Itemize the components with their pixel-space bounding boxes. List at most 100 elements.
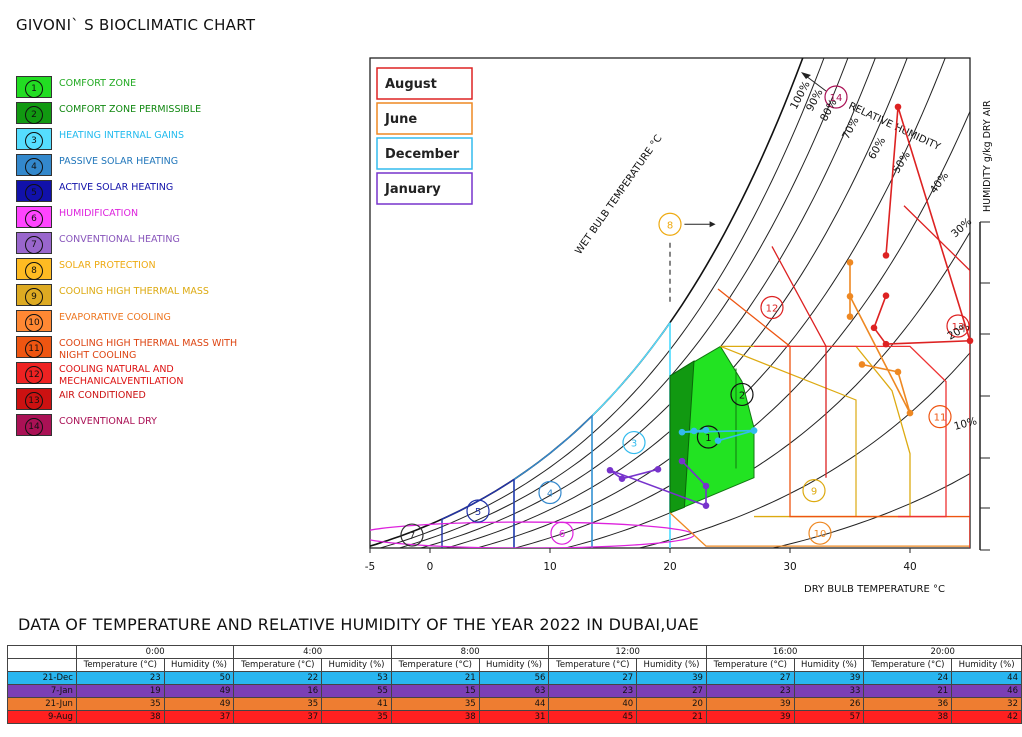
legend-number: 6: [25, 210, 43, 228]
x-tick-label: -5: [365, 561, 375, 573]
table-cell: 35: [321, 710, 392, 724]
data-table: 0:00 4:00 8:00 12:00 16:00 20:00 Temperature (…: [7, 645, 1022, 724]
legend-swatch: 14: [16, 414, 52, 436]
legend-label: COOLING NATURAL AND MECHANICALVENTILATIO…: [59, 364, 184, 387]
table-cell: 31: [478, 710, 550, 724]
table-cell: 23: [75, 671, 165, 685]
legend-item-4: 4 PASSIVE SOLAR HEATING: [16, 152, 346, 178]
x-tick-label: 40: [903, 561, 916, 573]
legend-swatch: 6: [16, 206, 52, 228]
legend-label: PASSIVE SOLAR HEATING: [59, 156, 179, 167]
table-cell: 39: [705, 697, 795, 711]
data-point-june: [894, 368, 902, 376]
data-point-august: [966, 337, 974, 345]
legend-item-3: 3 HEATING INTERNAL GAINS: [16, 126, 346, 152]
legend-item-14: 14 CONVENTIONAL DRY: [16, 412, 346, 438]
table-cell: 56: [478, 671, 550, 685]
wet-bulb-label: WET BULB TEMPERATURE °C: [573, 133, 664, 257]
zone-label-circle-12: [760, 295, 784, 320]
table-cell: 35: [390, 697, 480, 711]
zone-label-6: 6: [559, 529, 565, 540]
legend-label: CONVENTIONAL HEATING: [59, 234, 180, 245]
legend-number: 4: [25, 158, 43, 176]
legend-swatch: 3: [16, 128, 52, 150]
table-cell: 63: [478, 684, 550, 698]
zone-label-8: 8: [667, 220, 673, 231]
zone-label-circle-14: [824, 85, 848, 109]
table-column-header: Temperature (°C): [75, 658, 165, 672]
legend-number: 2: [25, 106, 43, 124]
data-point-august: [870, 324, 878, 332]
rh-curve-10: [771, 473, 970, 548]
table-cell: 38: [390, 710, 480, 724]
table-cell: 41: [321, 697, 392, 711]
table-cell: 22: [233, 671, 323, 685]
table-corner: [7, 658, 77, 672]
series-legend-box: [376, 137, 473, 170]
table-column-header: Humidity (%): [636, 658, 707, 672]
zone-11-outline: [717, 288, 970, 518]
table-row-label: 7-Jan: [7, 684, 77, 698]
data-point-august: [882, 252, 890, 259]
legend-label: COOLING HIGH THERMAL MASS: [59, 286, 209, 297]
table-cell: 21: [863, 684, 953, 698]
series-legend-box: [376, 67, 473, 100]
data-point-june: [846, 313, 854, 320]
legend-number: 1: [25, 80, 43, 98]
legend-swatch: 8: [16, 258, 52, 280]
legend-item-9: 9 COOLING HIGH THERMAL MASS: [16, 282, 346, 308]
series-legend-label: January: [384, 182, 441, 197]
table-cell: 50: [163, 671, 235, 685]
table-cell: 27: [636, 684, 707, 698]
zone-label-circle-8: [658, 212, 682, 236]
zone-label-2: 2: [739, 390, 745, 401]
zone-label-circle-5: [466, 499, 490, 523]
table-cell: 57: [793, 710, 865, 724]
zone-label-circle-3: [622, 430, 646, 455]
series-line-june: [849, 262, 911, 414]
legend-item-13: 13 AIR CONDITIONED: [16, 386, 346, 412]
legend-item-5: 5 ACTIVE SOLAR HEATING: [16, 178, 346, 204]
series-legend-label: June: [384, 112, 417, 127]
table-cell: 21: [390, 671, 480, 685]
table-column-header: Temperature (°C): [863, 658, 953, 672]
legend-label: COMFORT ZONE: [59, 78, 137, 89]
table-row-label: 9-Aug: [7, 710, 77, 724]
legend-label: EVAPORATIVE COOLING: [59, 312, 171, 323]
table-column-header: Humidity (%): [163, 658, 235, 672]
table-time-header: 20:00: [863, 645, 1022, 659]
table-corner: [7, 645, 77, 659]
zone-4-outline: [513, 414, 593, 548]
zone-label-circle-4: [538, 480, 562, 505]
legend-swatch: 9: [16, 284, 52, 306]
table-cell: 35: [233, 697, 323, 711]
legend-label: SOLAR PROTECTION: [59, 260, 156, 271]
data-point-june: [858, 361, 866, 368]
legend-label: COMFORT ZONE PERMISSIBLE: [59, 104, 202, 115]
legend-item-1: 1 COMFORT ZONE: [16, 74, 346, 100]
rh-tick-label: 80%: [818, 97, 840, 123]
table-column-header: Humidity (%): [321, 658, 392, 672]
data-point-december: [702, 426, 710, 434]
table-cell: 45: [548, 710, 638, 724]
table-cell: 27: [548, 671, 638, 685]
rh-tick-label: 40%: [928, 170, 951, 196]
zone-14-arrowhead: [801, 72, 811, 79]
table-cell: 33: [793, 684, 865, 698]
zone-label-1: 1: [705, 433, 711, 444]
rh-tick-label: 10%: [953, 415, 979, 433]
data-point-january: [654, 466, 662, 473]
data-point-january: [702, 502, 710, 509]
zone-3-outline: [591, 322, 671, 548]
legend-item-11: 11 COOLING HIGH THERMAL MASS WITH NIGHT C…: [16, 334, 346, 361]
table-cell: 21: [636, 710, 707, 724]
table-cell: 37: [163, 710, 235, 724]
x-tick-label: 0: [427, 561, 434, 573]
data-point-june: [846, 259, 854, 266]
rh-tick-label: 70%: [840, 115, 862, 141]
table-time-header: 12:00: [548, 645, 707, 659]
legend-swatch: 2: [16, 102, 52, 124]
table-cell: 49: [163, 697, 235, 711]
legend-item-10: 10 EVAPORATIVE COOLING: [16, 308, 346, 334]
table-cell: 40: [548, 697, 638, 711]
